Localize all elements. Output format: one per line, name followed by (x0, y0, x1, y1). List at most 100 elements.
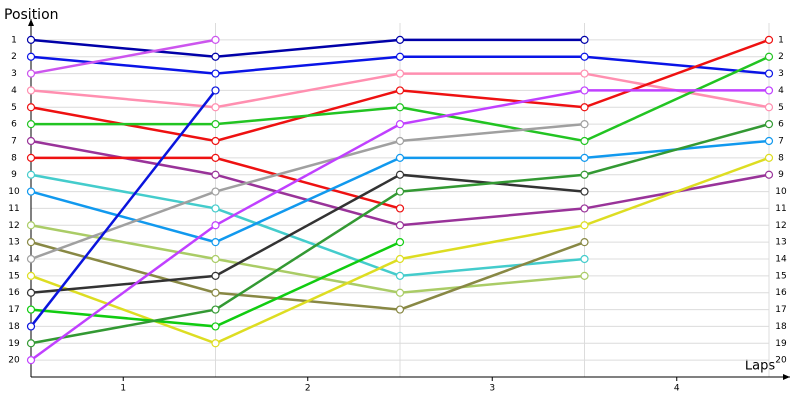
series-line (30, 89, 217, 328)
y-tick-label: 15 (8, 271, 19, 281)
y-tick-label: 12 (8, 221, 19, 231)
series-marker (26, 187, 36, 196)
series-line (30, 38, 216, 75)
series-line (30, 173, 585, 278)
y-tick-label: 16 (8, 288, 20, 298)
series-marker (580, 204, 589, 213)
series-marker (26, 288, 36, 297)
y-tick-label: 2 (11, 52, 17, 62)
series-marker (26, 103, 36, 112)
series-marker (764, 153, 774, 162)
y-tick-label-right: 9 (778, 170, 784, 180)
y-tick-label: 18 (8, 322, 20, 332)
series-marker (211, 103, 220, 112)
y-tick-label-right: 16 (775, 288, 787, 298)
series-marker (764, 136, 774, 146)
x-tick-label: 1 (120, 384, 126, 394)
series-marker (211, 52, 220, 61)
series-marker (26, 339, 36, 348)
series-marker (395, 254, 405, 264)
y-tick-label-right: 10 (775, 187, 787, 197)
series-marker (395, 238, 405, 247)
y-tick-label-right: 5 (778, 103, 784, 113)
x-axis-arrow (783, 374, 790, 380)
series-marker (26, 356, 36, 365)
series-marker (211, 238, 220, 247)
series-marker (211, 305, 220, 314)
series-marker (764, 120, 774, 129)
y-tick-label-right: 6 (778, 120, 784, 130)
series-marker (211, 288, 220, 297)
series-marker (580, 254, 589, 264)
series-marker (764, 86, 774, 95)
series-marker (580, 86, 589, 95)
series-line (30, 224, 585, 294)
series-marker (211, 221, 220, 230)
y-tick-label-right: 1 (778, 35, 784, 45)
series-marker (580, 221, 589, 230)
series-marker (580, 170, 589, 179)
series-marker (395, 204, 405, 213)
series-marker (395, 305, 405, 314)
series-marker (764, 35, 774, 44)
x-tick-label: 2 (305, 384, 311, 394)
y-tick-label: 17 (8, 305, 19, 315)
series-marker (764, 170, 774, 179)
y-tick-label: 20 (8, 356, 20, 366)
series-marker (211, 204, 220, 213)
y-tick-label: 1 (11, 35, 17, 45)
series-marker (211, 271, 220, 280)
series-marker (211, 170, 220, 179)
y-tick-label: 3 (11, 69, 17, 79)
series-marker (26, 170, 36, 179)
series-marker (211, 187, 220, 196)
series-marker (395, 103, 405, 112)
y-tick-label: 7 (11, 137, 17, 147)
series-marker (211, 339, 220, 348)
y-tick-label-right: 4 (778, 86, 784, 96)
series-marker (211, 120, 220, 129)
y-tick-label: 5 (11, 103, 17, 113)
y-tick-label-right: 8 (778, 153, 784, 163)
y-tick-label-right: 3 (778, 69, 784, 79)
series-marker (580, 271, 589, 280)
y-tick-label: 19 (8, 339, 20, 349)
series-marker (395, 136, 405, 146)
series-marker (211, 153, 220, 162)
series-marker (580, 120, 589, 129)
series-marker (395, 221, 405, 230)
y-axis-title: Position (4, 7, 59, 23)
y-tick-label-right: 7 (778, 137, 784, 147)
series-marker (580, 238, 589, 247)
series-marker (211, 254, 220, 264)
x-tick-label: 4 (674, 384, 680, 394)
y-axis-arrow (28, 19, 34, 26)
series-marker (395, 288, 405, 297)
y-tick-label: 8 (11, 153, 17, 163)
series-marker (26, 221, 36, 230)
series-marker (26, 254, 36, 264)
y-tick-label-right: 12 (775, 221, 786, 231)
y-tick-label-right: 11 (775, 204, 786, 214)
y-tick-label: 10 (8, 187, 20, 197)
y-tick-label-right: 18 (775, 322, 787, 332)
x-axis-title: Laps (745, 359, 775, 374)
series-marker (580, 52, 589, 61)
series-marker (26, 86, 36, 95)
series-marker (764, 69, 774, 78)
y-tick-label: 14 (8, 255, 20, 265)
y-tick-label-right: 19 (775, 339, 787, 349)
series-marker (580, 136, 589, 146)
series-marker (395, 86, 405, 95)
y-tick-label: 9 (11, 170, 17, 180)
y-tick-label-right: 13 (775, 238, 786, 248)
series-marker (26, 238, 36, 247)
y-tick-label-right: 20 (775, 356, 787, 366)
y-tick-label: 13 (8, 238, 19, 248)
series-marker (395, 271, 405, 280)
series-marker (211, 69, 220, 78)
series-marker (395, 120, 405, 129)
series-marker (395, 52, 405, 61)
series-marker (211, 86, 220, 95)
